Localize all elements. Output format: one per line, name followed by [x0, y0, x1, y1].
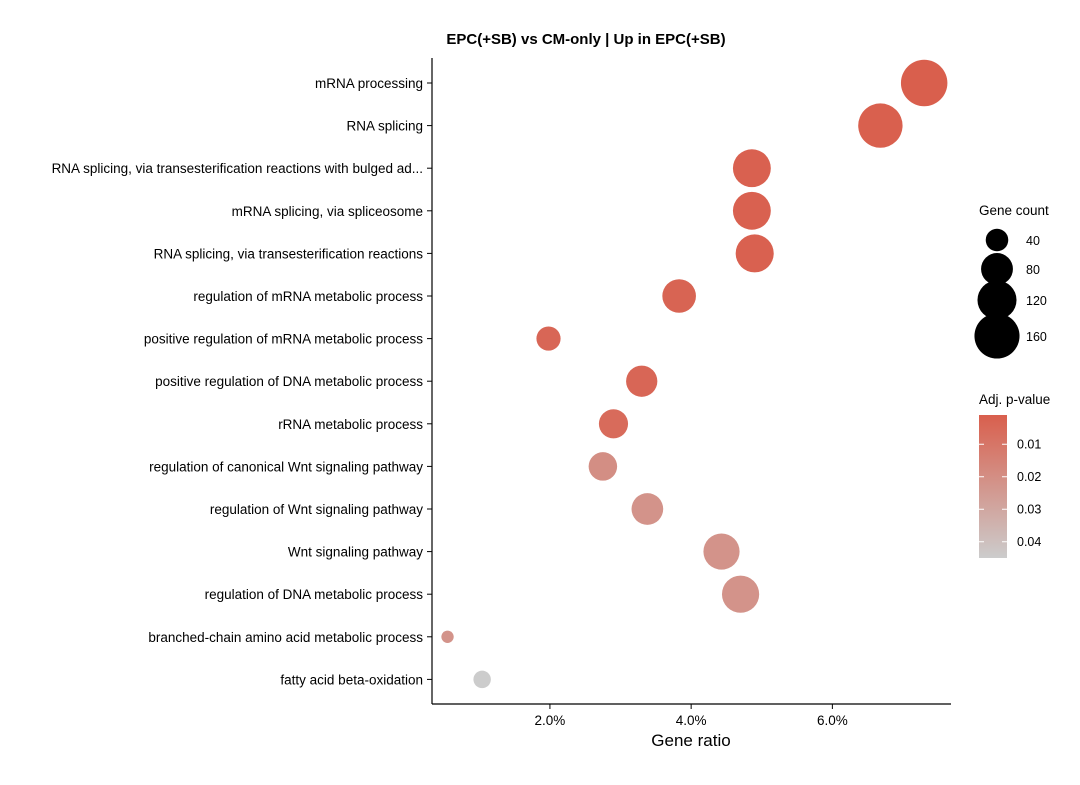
- data-point: [732, 149, 771, 188]
- category-label: RNA splicing, via transesterification re…: [52, 161, 423, 176]
- color-legend: Adj. p-value 0.01 0.02 0.03 0.04: [979, 392, 1050, 558]
- category-label: regulation of mRNA metabolic process: [193, 289, 423, 304]
- plot-area: 2.0% 4.0% 6.0% mRNA processing RNA splicing R…: [52, 58, 951, 728]
- x-tick-label: 6.0%: [817, 713, 848, 728]
- data-point: [732, 191, 771, 230]
- data-point: [588, 452, 618, 481]
- category-label: mRNA splicing, via spliceosome: [232, 204, 423, 219]
- data-point: [626, 365, 658, 397]
- color-legend-bar: [979, 415, 1007, 558]
- category-label: rRNA metabolic process: [278, 417, 423, 432]
- category-label: regulation of DNA metabolic process: [205, 587, 424, 602]
- color-legend-title: Adj. p-value: [979, 392, 1050, 407]
- size-legend-label: 160: [1026, 330, 1047, 344]
- category-label: Wnt signaling pathway: [288, 545, 423, 560]
- category-label: mRNA processing: [315, 76, 423, 91]
- data-point: [721, 575, 760, 613]
- data-point: [735, 234, 774, 273]
- category-label: positive regulation of mRNA metabolic pr…: [144, 332, 423, 347]
- category-label: RNA splicing, via transesterification re…: [154, 246, 424, 261]
- data-point: [858, 103, 903, 148]
- data-point: [441, 630, 454, 643]
- color-legend-label: 0.04: [1017, 535, 1041, 549]
- size-legend-label: 120: [1026, 294, 1047, 308]
- x-axis-title: Gene ratio: [651, 731, 730, 750]
- size-legend-circle: [974, 313, 1020, 359]
- size-legend-circle: [977, 280, 1017, 320]
- category-label: branched-chain amino acid metabolic proc…: [148, 630, 423, 645]
- color-legend-label: 0.03: [1017, 502, 1041, 516]
- category-label: regulation of Wnt signaling pathway: [210, 502, 423, 517]
- category-label: positive regulation of DNA metabolic pro…: [155, 374, 423, 389]
- chart-title: EPC(+SB) vs CM-only | Up in EPC(+SB): [446, 31, 725, 48]
- data-point: [900, 59, 948, 107]
- size-legend-label: 40: [1026, 234, 1040, 248]
- data-point: [473, 670, 491, 689]
- size-legend-title: Gene count: [979, 203, 1049, 218]
- size-legend-circle: [981, 253, 1013, 285]
- x-tick-label: 2.0%: [535, 713, 566, 728]
- data-point: [631, 493, 664, 525]
- color-legend-label: 0.02: [1017, 470, 1041, 484]
- data-point: [536, 326, 561, 351]
- category-label: RNA splicing: [346, 119, 423, 134]
- data-point: [598, 409, 629, 439]
- size-legend: Gene count 40 80 120 160: [974, 203, 1049, 359]
- data-point: [662, 279, 696, 313]
- size-legend-circle: [985, 228, 1009, 252]
- category-label: regulation of canonical Wnt signaling pa…: [149, 459, 423, 474]
- x-tick-label: 4.0%: [676, 713, 707, 728]
- size-legend-label: 80: [1026, 263, 1040, 277]
- data-point: [703, 533, 740, 570]
- category-label: fatty acid beta-oxidation: [280, 672, 423, 687]
- color-legend-label: 0.01: [1017, 437, 1041, 451]
